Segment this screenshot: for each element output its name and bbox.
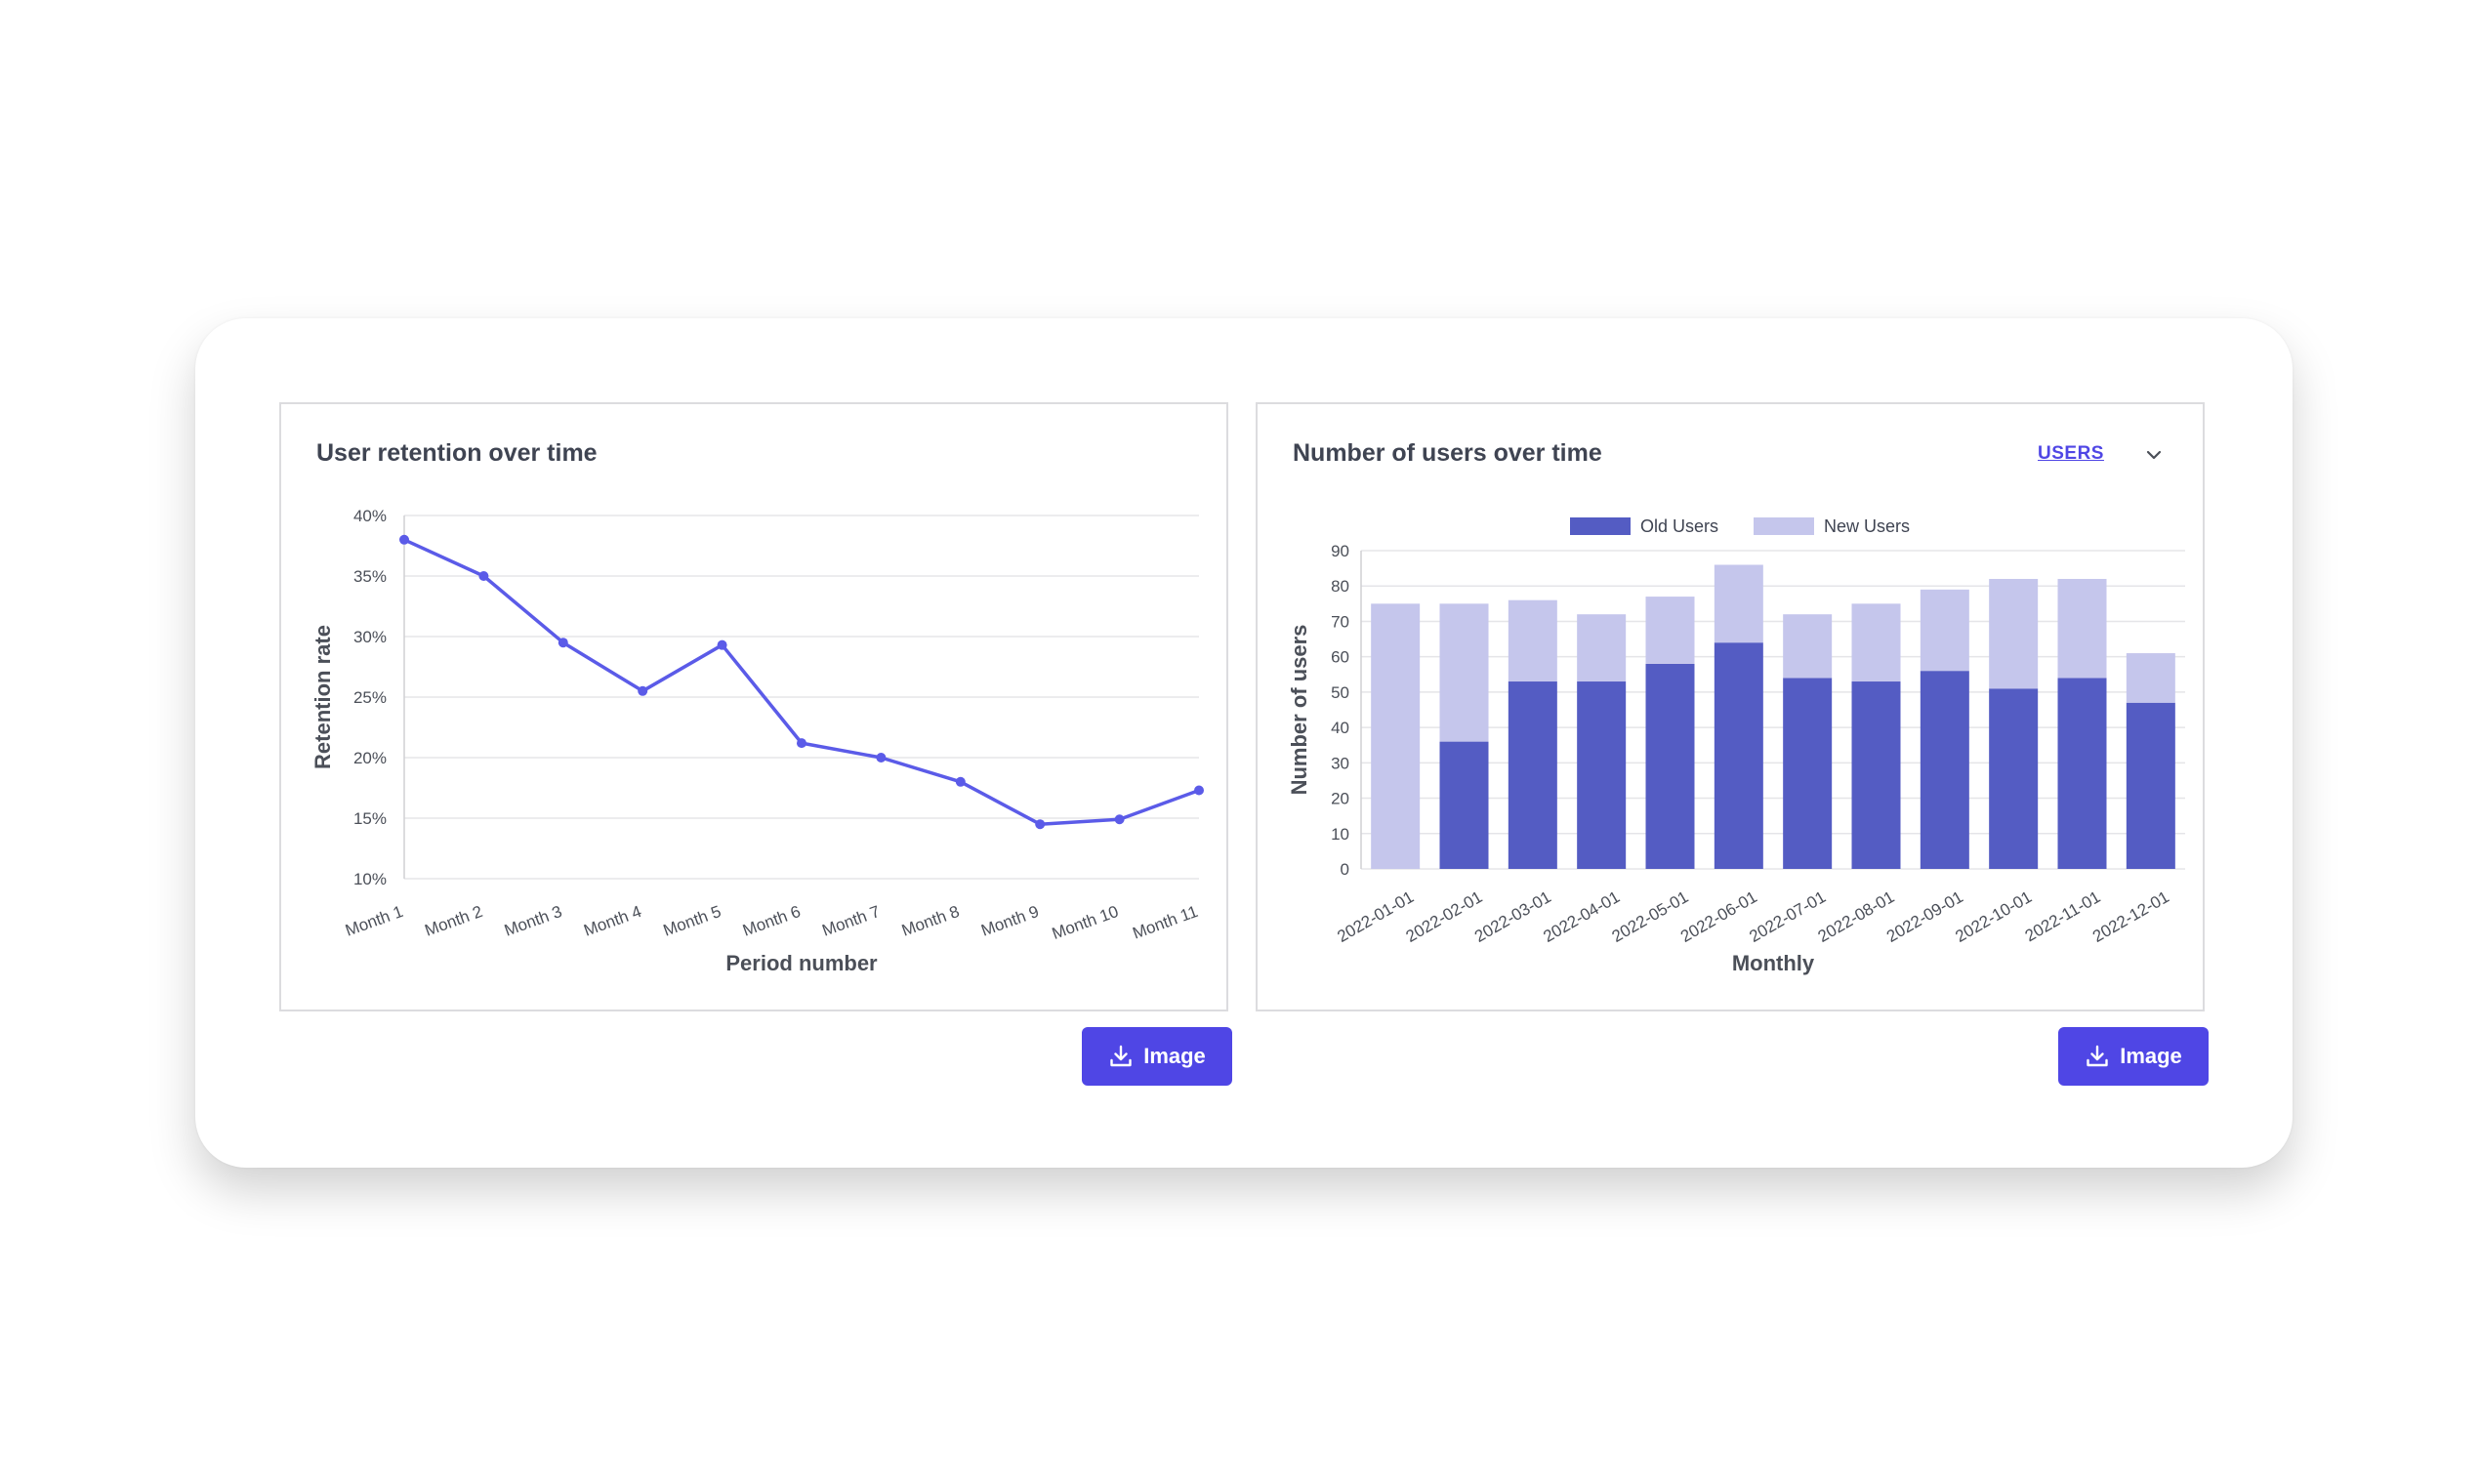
bar-new-users: [1508, 599, 1557, 682]
x-tick-label: 2022-05-01: [1609, 887, 1692, 946]
bar-old-users: [1989, 688, 2039, 869]
download-users-image-button[interactable]: Image: [2058, 1027, 2209, 1086]
y-tick-label: 90: [1331, 542, 1349, 560]
y-tick-label: 30: [1331, 754, 1349, 772]
x-tick-label: 2022-04-01: [1540, 887, 1623, 946]
users-chart-title: Number of users over time: [1293, 439, 1602, 467]
y-tick-label: 70: [1331, 612, 1349, 631]
data-point: [399, 534, 409, 545]
bar-new-users: [2126, 653, 2175, 703]
y-tick-label: 20%: [353, 749, 387, 767]
x-tick-label: Month 10: [1050, 902, 1121, 943]
data-point: [558, 638, 568, 648]
y-axis-title: Retention rate: [310, 625, 335, 769]
x-tick-label: Month 7: [820, 902, 883, 940]
y-tick-label: 25%: [353, 688, 387, 707]
bar-old-users: [1714, 642, 1763, 869]
data-point: [478, 571, 489, 581]
bar-new-users: [2057, 578, 2107, 679]
y-tick-label: 50: [1331, 683, 1349, 702]
users-metric-selector[interactable]: USERS: [2038, 443, 2104, 464]
bar-old-users: [2126, 702, 2175, 869]
bar-new-users: [1920, 589, 1969, 672]
bar-old-users: [1851, 681, 1901, 869]
data-point: [797, 738, 806, 749]
data-point: [1035, 819, 1046, 830]
y-tick-label: 20: [1331, 790, 1349, 808]
download-button-label: Image: [2120, 1044, 2182, 1068]
y-tick-label: 40: [1331, 719, 1349, 737]
x-tick-label: Month 1: [343, 902, 405, 940]
users-chart-panel: Number of users over time USERS 0 10 20 30 4…: [1256, 402, 2205, 1011]
bar-new-users: [1714, 564, 1763, 643]
y-tick-label: 10%: [353, 870, 387, 888]
chevron-down-icon[interactable]: [2140, 441, 2168, 469]
x-tick-label: Month 5: [661, 902, 723, 940]
retention-chart-panel: User retention over time 10% 15% 20% 25% 30%…: [279, 402, 1228, 1011]
x-tick-label: Month 8: [899, 902, 962, 940]
dashboard-card: User retention over time 10% 15% 20% 25% 30%…: [195, 318, 2293, 1168]
x-tick-label: Month 4: [581, 902, 643, 940]
x-tick-label: 2022-08-01: [1815, 887, 1898, 946]
x-tick-label: 2022-03-01: [1471, 887, 1554, 946]
bar-new-users: [1783, 614, 1833, 679]
y-tick-label: 10: [1331, 825, 1349, 844]
bar-new-users: [1645, 597, 1695, 664]
x-tick-label: Month 11: [1130, 902, 1200, 943]
data-point: [1194, 785, 1204, 796]
download-icon: [1110, 1045, 1132, 1067]
x-tick-label: Month 6: [740, 902, 803, 940]
y-axis-title: Number of users: [1287, 625, 1311, 796]
data-point: [876, 753, 887, 763]
retention-chart-title: User retention over time: [316, 439, 598, 467]
bar-new-users: [1577, 614, 1627, 682]
data-point: [717, 639, 727, 650]
x-tick-label: 2022-11-01: [2022, 887, 2104, 945]
x-tick-label: 2022-09-01: [1883, 887, 1966, 946]
data-point: [638, 685, 648, 696]
retention-line: [403, 538, 1200, 826]
bar-old-users: [1783, 678, 1833, 869]
bar-new-users: [1371, 603, 1421, 869]
bar-new-users: [1439, 603, 1489, 742]
data-point: [955, 776, 966, 787]
bar-old-users: [1920, 671, 1969, 869]
y-tick-label: 30%: [353, 628, 387, 646]
legend-swatch: [1570, 517, 1631, 535]
x-axis-title: Monthly: [1732, 951, 1815, 975]
y-tick-label: 15%: [353, 809, 387, 828]
x-axis-title: Period number: [725, 951, 878, 975]
legend-swatch: [1754, 517, 1814, 535]
download-button-label: Image: [1143, 1044, 1206, 1068]
legend-label: Old Users: [1640, 516, 1718, 536]
x-tick-label: 2022-02-01: [1403, 887, 1486, 946]
x-tick-label: 2022-06-01: [1677, 887, 1760, 946]
x-tick-label: Month 2: [423, 902, 485, 940]
download-icon: [2087, 1045, 2108, 1067]
x-tick-label: 2022-12-01: [2089, 887, 2172, 946]
retention-line-chart: 10% 15% 20% 25% 30% 35% 40% Month 1 Month 2 Month…: [310, 507, 1204, 975]
data-point: [1114, 814, 1125, 825]
y-tick-label: 60: [1331, 648, 1349, 667]
users-bar-chart: 01020304050607080902022-01-012022-02-012…: [1287, 516, 2185, 975]
x-tick-label: Month 9: [978, 902, 1041, 940]
bar-old-users: [1508, 681, 1557, 869]
x-tick-label: 2022-07-01: [1746, 887, 1829, 946]
y-tick-label: 80: [1331, 577, 1349, 596]
y-tick-label: 40%: [353, 507, 387, 525]
bar-new-users: [1851, 603, 1901, 682]
y-tick-label: 35%: [353, 567, 387, 586]
bar-old-users: [1645, 663, 1695, 869]
bar-old-users: [1577, 681, 1627, 869]
x-tick-label: Month 3: [502, 902, 564, 940]
bar-old-users: [1439, 741, 1489, 869]
legend-label: New Users: [1824, 516, 1910, 536]
y-tick-label: 0: [1341, 860, 1349, 879]
x-tick-label: 2022-10-01: [1952, 887, 2035, 946]
download-retention-image-button[interactable]: Image: [1082, 1027, 1232, 1086]
bar-old-users: [2057, 678, 2107, 869]
bar-new-users: [1989, 578, 2039, 689]
x-tick-label: 2022-01-01: [1334, 887, 1417, 946]
